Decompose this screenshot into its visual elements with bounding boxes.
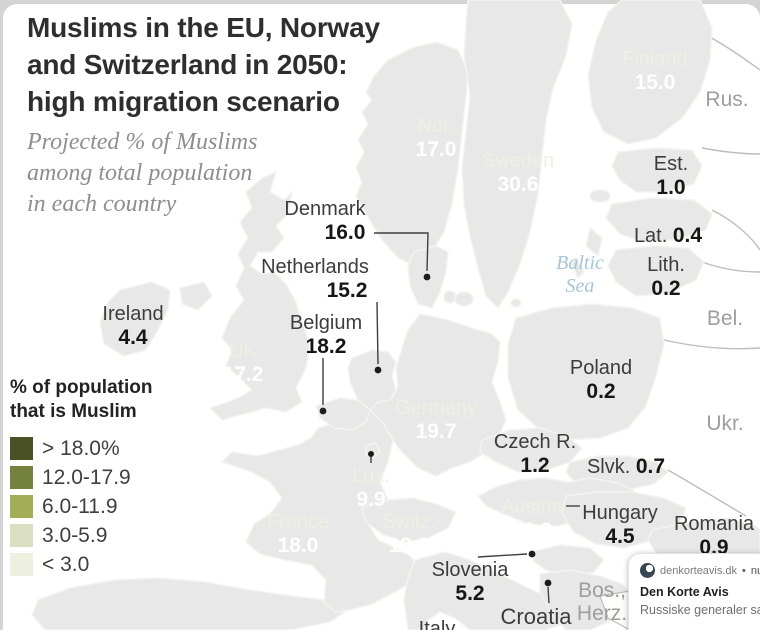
map-country-germany bbox=[369, 313, 507, 477]
map-island-zealand bbox=[454, 291, 474, 307]
map-country-sweden bbox=[461, 0, 573, 310]
legend-label: > 18.0% bbox=[42, 436, 120, 460]
map-border-ukraine-romania bbox=[667, 469, 747, 517]
legend: % of population that is Muslim > 18.0% 12… bbox=[10, 376, 152, 579]
map-country-ireland bbox=[99, 281, 171, 357]
chart-subtitle: Projected % of Muslims among total popul… bbox=[27, 127, 257, 220]
subtitle-line-2: among total population bbox=[27, 160, 253, 186]
map-border-belarus-north bbox=[701, 261, 760, 273]
map-border-russia-latvia bbox=[711, 209, 760, 251]
legend-item: 6.0-11.9 bbox=[10, 492, 152, 521]
leader-line-slovenia bbox=[477, 553, 528, 558]
legend-label: 3.0-5.9 bbox=[42, 523, 108, 547]
legend-swatch bbox=[10, 466, 33, 489]
legend-item: 12.0-17.9 bbox=[10, 463, 152, 492]
subtitle-line-1: Projected % of Muslims bbox=[27, 129, 258, 155]
leader-dot-denmark bbox=[423, 273, 431, 281]
map-country-france bbox=[220, 409, 419, 613]
map-country-netherlands bbox=[347, 349, 397, 411]
legend-swatch bbox=[10, 524, 33, 547]
map-island-oland bbox=[571, 256, 585, 280]
legend-title-line-1: % of population bbox=[10, 377, 153, 398]
legend-item: > 18.0% bbox=[10, 434, 152, 463]
map-island-bornholm bbox=[510, 298, 522, 308]
map-country-italy bbox=[403, 551, 566, 630]
notification-body: Russiske generaler sættes u bbox=[640, 603, 760, 617]
map-border-russia-north bbox=[707, 35, 760, 71]
legend-label: 6.0-11.9 bbox=[42, 494, 118, 518]
map-country-spain bbox=[31, 577, 347, 630]
chart-title: Muslims in the EU, Norway and Switzerlan… bbox=[27, 9, 380, 120]
map-country-poland bbox=[507, 303, 665, 441]
leader-dot-belgium bbox=[319, 407, 327, 415]
notification-header-row: denkorteavis.dk • nu ⌄ bbox=[640, 563, 760, 578]
map-country-slovenia bbox=[531, 544, 605, 578]
map-country-finland bbox=[587, 0, 713, 145]
map-country-switzerland bbox=[361, 497, 457, 543]
leader-dot-luxembourg bbox=[368, 451, 374, 457]
notification-source: denkorteavis.dk bbox=[660, 564, 738, 577]
map-country-uk bbox=[208, 170, 311, 421]
notification-title: Den Korte Avis bbox=[640, 585, 729, 599]
baltic-sea-line-2: Sea bbox=[565, 275, 595, 297]
title-line-3: high migration scenario bbox=[27, 86, 340, 117]
legend-item: < 3.0 bbox=[10, 550, 152, 579]
map-country-estonia bbox=[611, 147, 703, 193]
leader-dot-netherlands bbox=[374, 366, 382, 374]
map-island-gotland bbox=[585, 226, 603, 258]
baltic-sea-line-1: Baltic bbox=[556, 252, 604, 274]
map-country-belgium bbox=[315, 397, 371, 431]
legend-swatch bbox=[10, 495, 33, 518]
subtitle-line-3: in each country bbox=[27, 191, 177, 217]
legend-swatch bbox=[10, 553, 33, 576]
map-country-latvia bbox=[605, 197, 713, 243]
map-island-funen bbox=[443, 290, 457, 304]
map-border-russia-gulf bbox=[701, 147, 760, 155]
legend-items: > 18.0% 12.0-17.9 6.0-11.9 3.0-5.9 < 3.0 bbox=[10, 434, 152, 579]
legend-label: < 3.0 bbox=[42, 552, 90, 576]
map-island-saaremaa bbox=[589, 189, 611, 203]
title-line-2: and Switzerland in 2050: bbox=[27, 49, 348, 80]
map-border-belarus-ukraine bbox=[663, 339, 760, 350]
leader-line-denmark bbox=[374, 232, 429, 272]
leader-line-croatia bbox=[547, 586, 550, 604]
notification-separator: • bbox=[742, 564, 746, 577]
leader-dot-croatia bbox=[544, 579, 552, 587]
site-favicon-icon bbox=[640, 563, 655, 578]
legend-swatch bbox=[10, 437, 33, 460]
leader-dot-slovenia bbox=[528, 550, 536, 558]
legend-item: 3.0-5.9 bbox=[10, 521, 152, 550]
title-line-1: Muslims in the EU, Norway bbox=[27, 12, 380, 43]
map-country-northern-ireland bbox=[179, 281, 213, 311]
notification-card[interactable]: denkorteavis.dk • nu ⌄ Den Korte Avis Ru… bbox=[628, 553, 760, 630]
legend-title-line-2: that is Muslim bbox=[10, 401, 137, 422]
map-country-lithuania bbox=[607, 245, 705, 297]
legend-label: 12.0-17.9 bbox=[42, 465, 131, 489]
notification-time: nu bbox=[750, 564, 760, 577]
leader-line-netherlands bbox=[376, 301, 379, 365]
